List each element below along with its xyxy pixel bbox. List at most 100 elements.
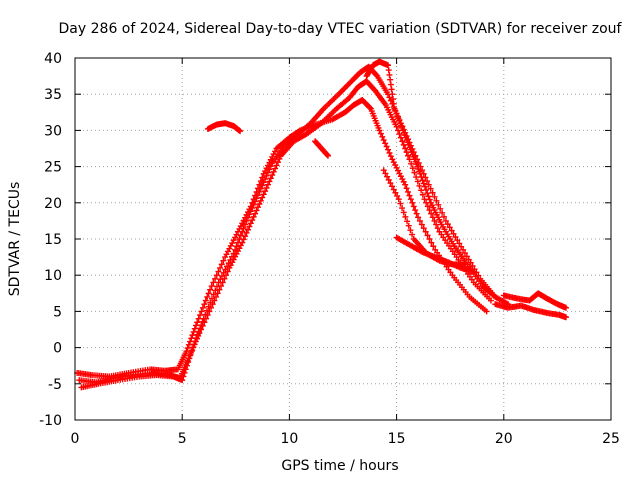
point-track-2-111 — [256, 201, 263, 208]
point-track-1-237 — [420, 225, 427, 232]
point-track-3-74 — [203, 307, 210, 314]
point-track-2-121 — [270, 168, 277, 175]
y-tick-label-2: 0 — [53, 341, 62, 357]
point-track-3-86 — [223, 263, 230, 270]
point-track-3-59 — [185, 359, 192, 366]
point-track-2-84 — [216, 286, 223, 293]
point-track-1-234 — [415, 214, 422, 221]
y-tick-label-7: 25 — [44, 160, 62, 176]
point-track-3-115 — [266, 166, 273, 173]
point-track-3-246 — [448, 227, 455, 234]
point-track-3-245 — [446, 224, 453, 231]
point-track-2-103 — [244, 226, 251, 233]
point-track-2-233 — [419, 191, 426, 198]
x-tick-label-4: 20 — [495, 431, 513, 447]
point-track-3-96 — [239, 228, 246, 235]
point-track-3-113 — [263, 172, 270, 179]
point-track-3-238 — [433, 197, 440, 204]
point-track-1-114 — [256, 181, 263, 188]
point-track-1-89 — [220, 257, 227, 264]
point-track-3-55 — [180, 373, 187, 380]
point-track-4-67 — [421, 183, 428, 190]
point-track-8-54 — [470, 268, 477, 275]
point-track-3-76 — [207, 299, 214, 306]
point-track-2-114 — [260, 191, 267, 198]
point-track-7-6 — [390, 186, 397, 193]
point-track-3-98 — [242, 221, 249, 228]
point-track-1-231 — [410, 203, 417, 210]
point-track-3-77 — [208, 295, 215, 302]
point-track-2-104 — [246, 223, 253, 230]
point-track-1-78 — [202, 297, 209, 304]
point-track-1-83 — [210, 279, 217, 286]
point-track-3-64 — [191, 341, 198, 348]
series-track-1 — [74, 96, 490, 380]
point-track-1-82 — [208, 283, 215, 290]
point-track-1-210 — [380, 137, 387, 144]
point-track-1-270 — [483, 308, 490, 315]
point-track-2-124 — [274, 159, 281, 166]
point-track-3-241 — [439, 209, 446, 216]
x-tick-label-5: 25 — [602, 431, 620, 447]
point-track-7-10 — [397, 200, 404, 207]
point-track-3-62 — [188, 348, 195, 355]
point-track-2-219 — [397, 134, 404, 141]
point-track-3-104 — [250, 201, 257, 208]
point-track-7-13 — [402, 213, 409, 220]
point-track-3-100 — [244, 214, 251, 221]
point-track-2-242 — [434, 225, 441, 232]
y-tick-label-5: 15 — [44, 232, 62, 248]
point-track-2-216 — [393, 123, 400, 130]
point-track-2-234 — [421, 196, 428, 203]
point-track-1-212 — [383, 143, 390, 150]
point-track-1-242 — [430, 243, 437, 250]
point-track-3-108 — [256, 188, 263, 195]
point-track-3-257 — [469, 262, 476, 269]
series-track-10 — [500, 290, 569, 311]
point-track-2-122 — [272, 165, 279, 172]
point-track-3-73 — [202, 311, 209, 318]
x-tick-label-3: 15 — [388, 431, 406, 447]
point-track-4-29 — [386, 71, 393, 78]
point-track-1-230 — [409, 199, 416, 206]
point-track-1-64 — [184, 345, 191, 352]
point-track-3-72 — [200, 315, 207, 322]
point-track-3-230 — [419, 167, 426, 174]
point-track-3-61 — [187, 351, 194, 358]
point-track-2-118 — [266, 178, 273, 185]
point-track-3-239 — [435, 201, 442, 208]
point-track-2-223 — [403, 149, 410, 156]
series-track-4 — [363, 58, 512, 308]
series-track-8 — [393, 234, 477, 275]
point-track-1-197 — [366, 104, 373, 111]
point-track-2-109 — [253, 207, 260, 214]
point-track-4-35 — [390, 100, 397, 107]
point-track-3-114 — [264, 169, 271, 176]
x-tick-labels: 0 5 10 15 20 25 — [71, 431, 620, 447]
point-track-2-106 — [249, 217, 256, 224]
x-axis-label: GPS time / hours — [281, 458, 398, 474]
point-track-3-197 — [373, 72, 380, 79]
point-track-1-227 — [405, 188, 412, 195]
point-track-1-67 — [188, 335, 195, 342]
point-track-3-78 — [210, 291, 217, 298]
point-track-3-71 — [199, 318, 206, 325]
y-tick-labels: -10 -5 0 5 10 15 20 25 30 35 40 — [39, 51, 62, 429]
point-track-4-33 — [389, 91, 396, 98]
point-track-7-11 — [399, 205, 406, 212]
point-track-7-3 — [385, 176, 392, 183]
point-track-1-115 — [257, 178, 264, 185]
data-points — [74, 58, 569, 391]
point-track-1-88 — [218, 261, 225, 268]
point-track-7-9 — [395, 196, 402, 203]
series-track-5 — [204, 120, 244, 135]
point-track-3-92 — [233, 243, 240, 250]
point-track-3-244 — [444, 221, 451, 228]
point-track-7-12 — [400, 209, 407, 216]
point-track-2-113 — [259, 194, 266, 201]
point-track-3-249 — [454, 237, 461, 244]
point-track-3-110 — [259, 182, 266, 189]
point-track-1-214 — [386, 149, 393, 156]
point-track-3-233 — [424, 178, 431, 185]
point-track-3-90 — [230, 250, 237, 257]
